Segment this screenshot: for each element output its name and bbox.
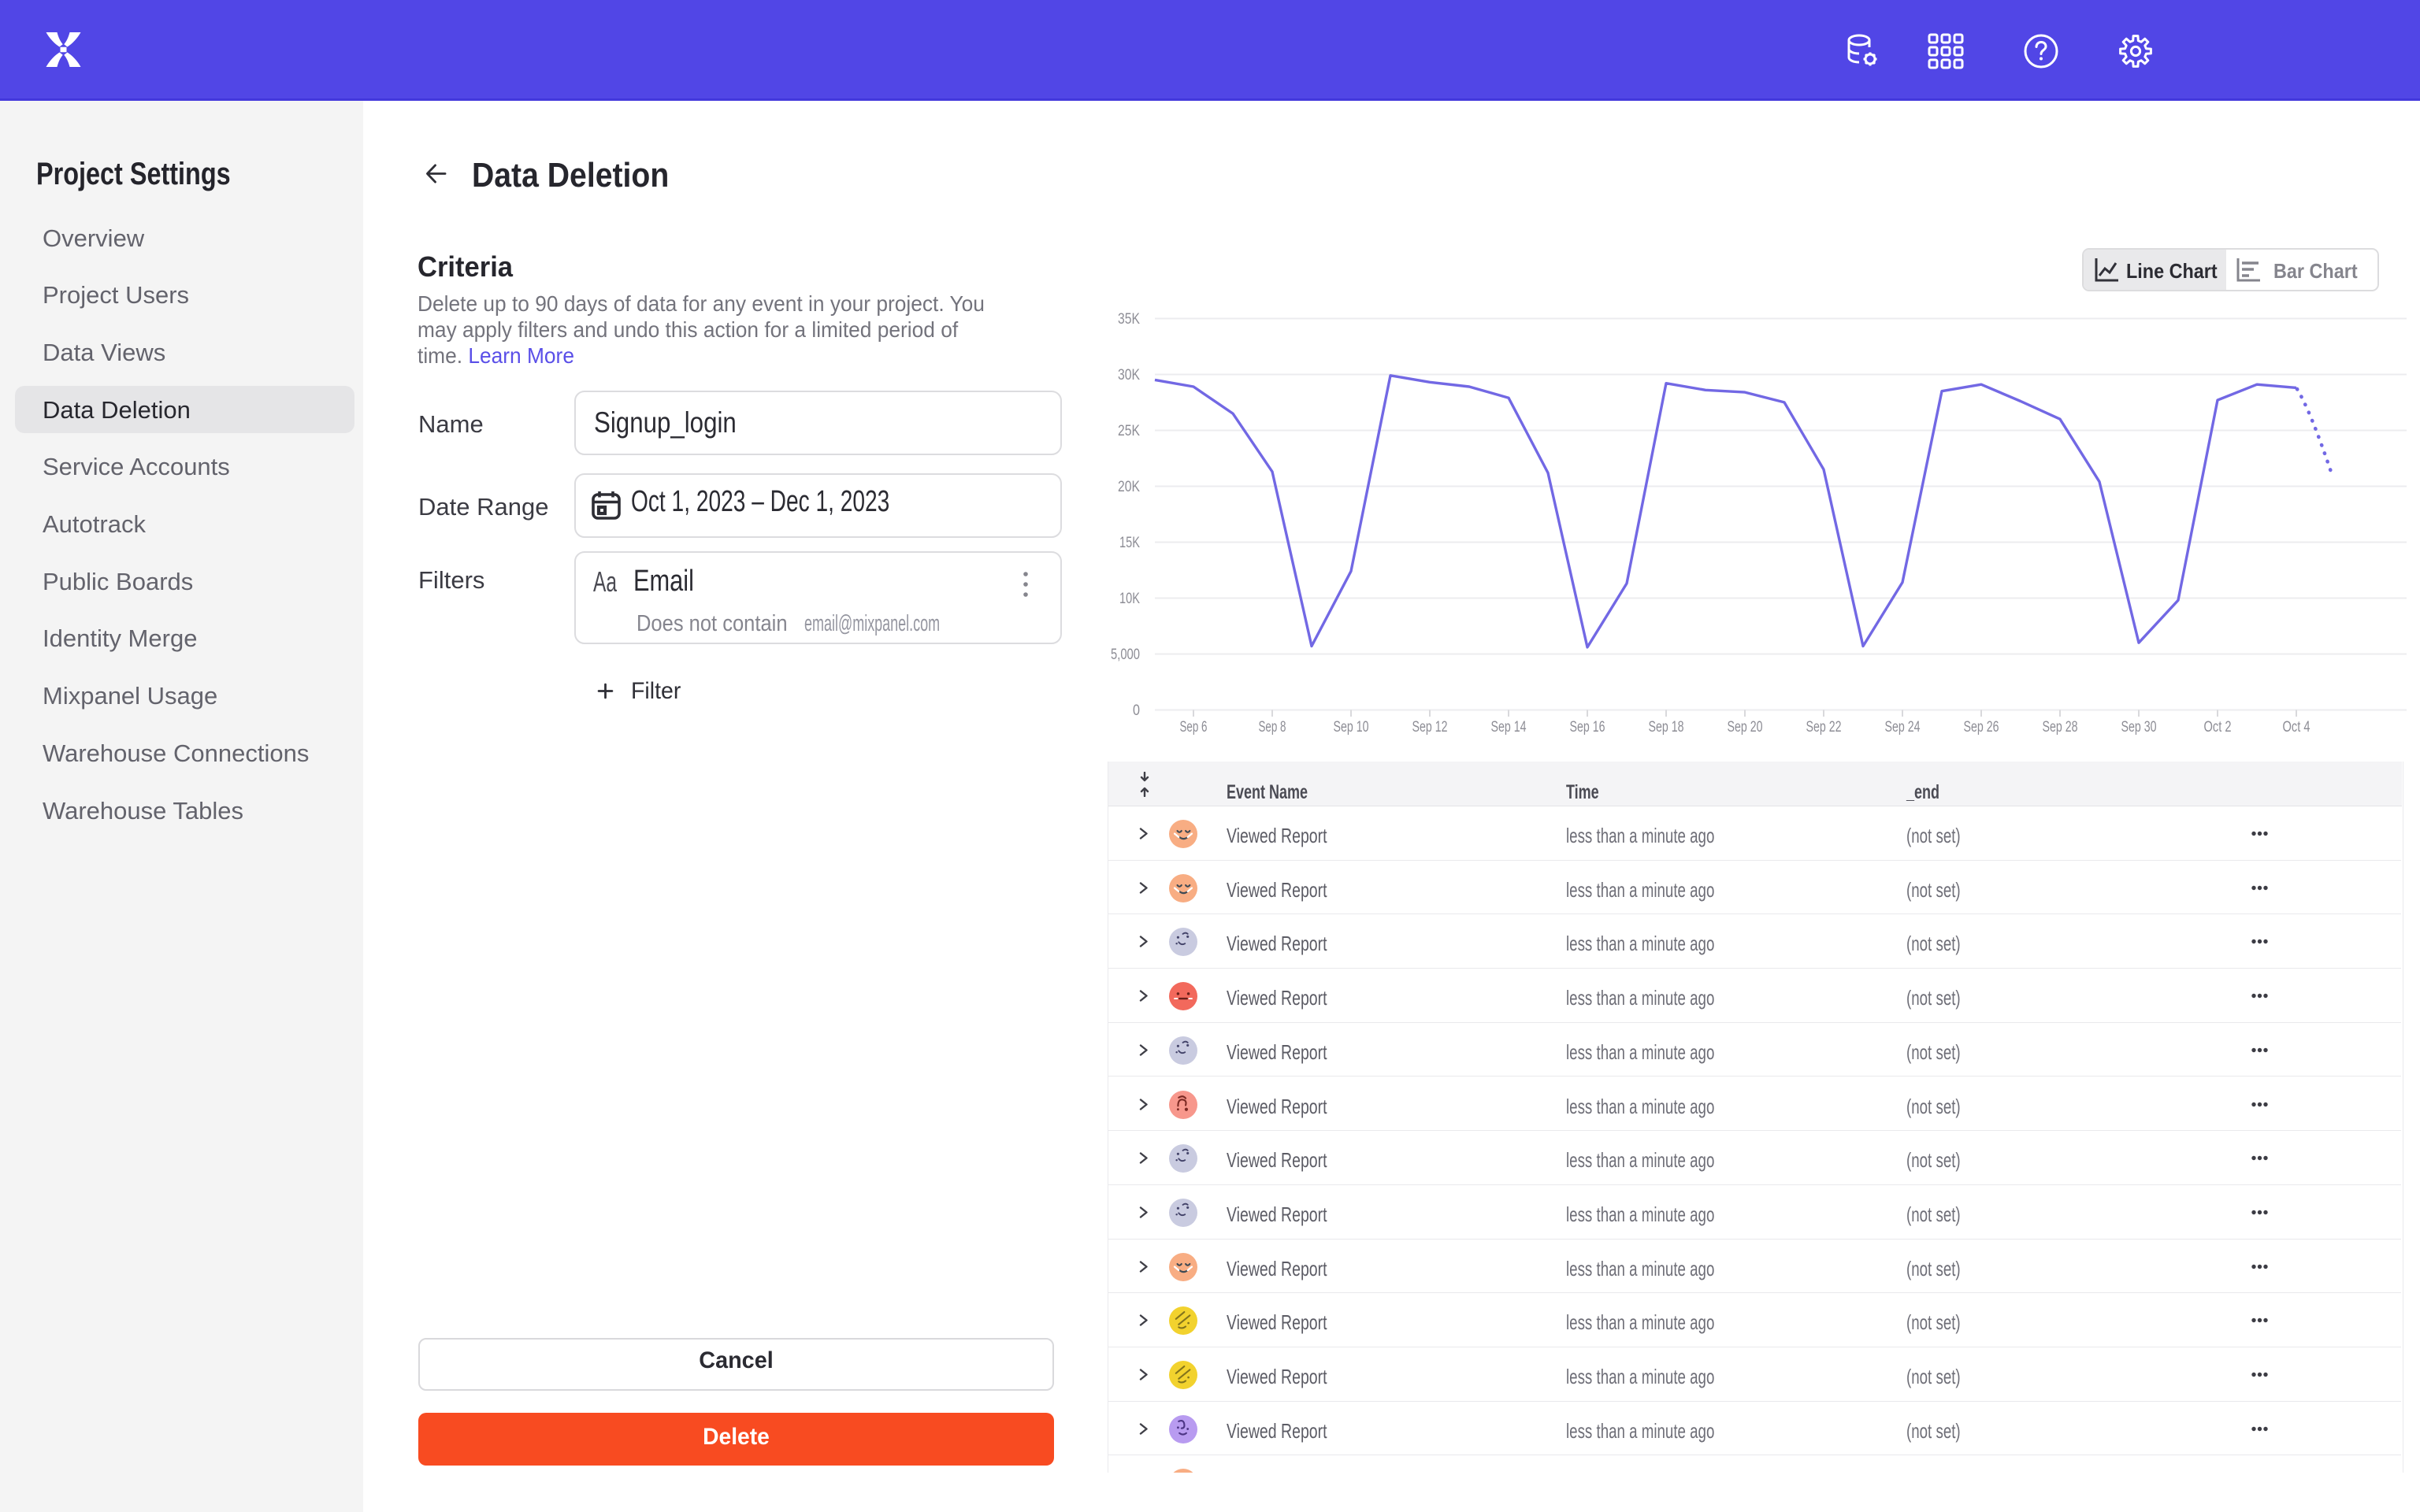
svg-text:Sep 24: Sep 24 — [1885, 719, 1921, 736]
svg-text:Sep 26: Sep 26 — [1964, 719, 1999, 736]
svg-text:Sep 14: Sep 14 — [1491, 719, 1527, 736]
svg-text:Sep 30: Sep 30 — [2121, 719, 2157, 736]
svg-text:Oct 2: Oct 2 — [2204, 719, 2232, 736]
svg-text:0: 0 — [1133, 702, 1140, 719]
svg-text:25K: 25K — [1118, 423, 1140, 439]
svg-text:Sep 16: Sep 16 — [1570, 719, 1605, 736]
svg-text:5,000: 5,000 — [1111, 647, 1140, 663]
svg-text:Sep 18: Sep 18 — [1649, 719, 1684, 736]
svg-text:Oct 4: Oct 4 — [2283, 719, 2311, 736]
svg-text:Sep 6: Sep 6 — [1180, 719, 1208, 736]
svg-text:30K: 30K — [1118, 367, 1140, 384]
svg-text:10K: 10K — [1119, 591, 1140, 607]
svg-text:35K: 35K — [1118, 311, 1140, 328]
svg-text:Sep 10: Sep 10 — [1334, 719, 1369, 736]
svg-text:Sep 28: Sep 28 — [2043, 719, 2078, 736]
svg-text:15K: 15K — [1119, 535, 1140, 551]
svg-text:Sep 12: Sep 12 — [1412, 719, 1448, 736]
svg-text:20K: 20K — [1118, 479, 1140, 495]
svg-text:Sep 20: Sep 20 — [1728, 719, 1763, 736]
svg-text:Sep 8: Sep 8 — [1259, 719, 1286, 736]
svg-text:Sep 22: Sep 22 — [1806, 719, 1842, 736]
